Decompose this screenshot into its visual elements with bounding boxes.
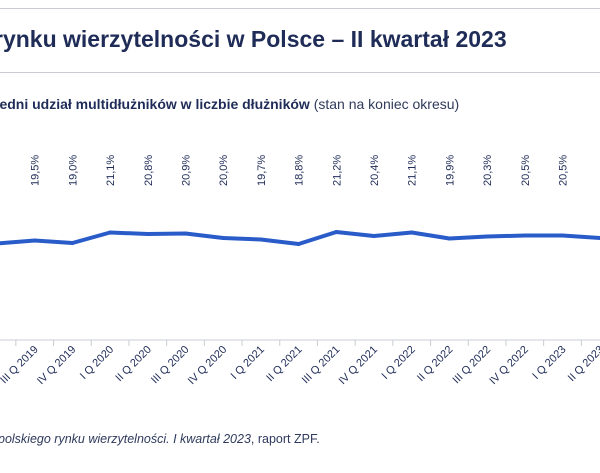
x-tick-label: III Q 2021 — [300, 344, 343, 387]
data-label: 19,7% — [256, 155, 268, 186]
data-label: 19,5% — [30, 155, 42, 186]
data-point — [485, 234, 490, 239]
data-point — [372, 234, 376, 238]
x-tick-label: III Q 2019 — [0, 344, 41, 387]
chart-subtitle-note: (stan na koniec okresu) — [313, 96, 460, 112]
x-tick-label: I Q 2020 — [78, 344, 116, 382]
data-point — [221, 236, 226, 240]
x-tick-label: III Q 2022 — [451, 344, 494, 387]
data-point — [334, 230, 339, 234]
source-rest: , raport ZPF. — [250, 432, 320, 446]
data-label: 20,5% — [520, 155, 532, 186]
data-point — [560, 233, 565, 238]
source-title: polskiego rynku wierzytelności. I kwarta… — [0, 432, 251, 446]
x-tick-label: IV Q 2020 — [186, 344, 230, 388]
x-tick-label: III Q 2020 — [149, 344, 192, 387]
chart-subtitle: redni udział multidłużników w liczbie dł… — [0, 96, 459, 112]
data-point — [447, 236, 452, 241]
data-point — [522, 233, 527, 238]
x-tick-label: IV Q 2021 — [337, 344, 381, 388]
x-tick-label: I Q 2021 — [229, 344, 267, 382]
x-tick-label: I Q 2023 — [530, 344, 568, 382]
data-point — [32, 238, 37, 243]
data-label: 18,8% — [294, 155, 306, 186]
source-note: polskiego rynku wierzytelności. I kwarta… — [0, 432, 320, 446]
x-tick-label: I Q 2022 — [379, 344, 417, 382]
data-label: 21,2% — [331, 155, 343, 186]
page-title: rynku wierzytelności w Polsce – II kwart… — [0, 26, 507, 52]
data-label: 19,9% — [444, 155, 456, 186]
title-divider — [0, 72, 600, 73]
data-point — [108, 230, 113, 235]
data-label: 20,4% — [369, 155, 381, 186]
data-point — [183, 231, 188, 236]
data-point — [70, 241, 75, 245]
data-point — [296, 242, 301, 246]
data-point — [258, 237, 263, 242]
data-label: 20,5% — [558, 155, 570, 186]
data-label: 20,8% — [143, 155, 155, 186]
data-label: 20,0% — [218, 155, 230, 186]
x-tick-label: IV Q 2022 — [487, 344, 531, 388]
data-label: 19,0% — [67, 155, 79, 186]
data-label: 21,1% — [407, 155, 419, 186]
data-label: 21,1% — [105, 155, 117, 186]
top-divider — [0, 8, 600, 9]
data-point — [145, 232, 150, 236]
data-label: 20,9% — [181, 155, 193, 186]
series-line — [0, 230, 600, 246]
data-label: 20,3% — [482, 155, 494, 186]
x-tick-label: II Q 2023 — [566, 344, 600, 384]
chart-subtitle-main: redni udział multidłużników w liczbie dł… — [0, 96, 310, 112]
x-tick-label: IV Q 2019 — [35, 344, 79, 388]
data-point — [409, 230, 414, 235]
